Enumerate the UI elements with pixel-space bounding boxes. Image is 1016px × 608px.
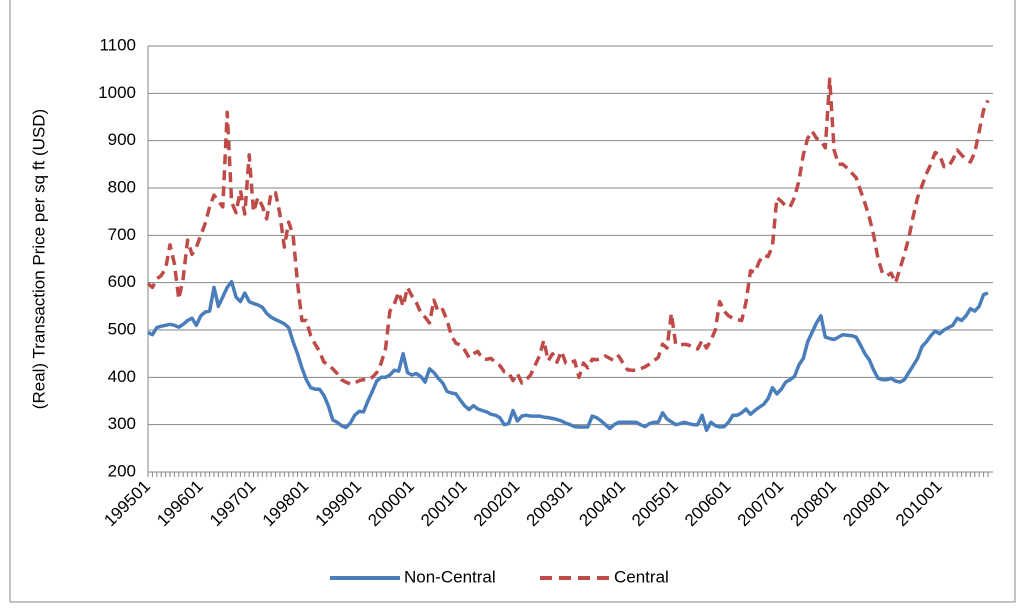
y-tick-label: 200: [108, 461, 136, 480]
y-tick-label: 1100: [99, 35, 136, 54]
x-tick-label: 199501: [100, 477, 154, 531]
y-axis-title: (Real) Transaction Price per sq ft (USD): [29, 109, 48, 409]
chart-frame: [9, 0, 1016, 603]
y-tick-label: 700: [108, 225, 136, 244]
x-tick-label: 200901: [839, 477, 893, 531]
x-tick-label: 200401: [575, 477, 629, 531]
series-line: [146, 77, 990, 386]
series-line: [147, 279, 989, 433]
x-tick-label: 200001: [364, 477, 418, 531]
x-tick-label: 199701: [206, 477, 260, 531]
x-tick-label: 200201: [470, 477, 524, 531]
y-tick-label: 900: [108, 130, 136, 149]
y-tick-label: 300: [108, 414, 136, 433]
y-tick-label: 1000: [98, 83, 136, 102]
y-tick-label: 500: [108, 319, 136, 338]
x-tick-label: 200801: [787, 477, 841, 531]
x-tick-label: 199901: [312, 477, 366, 531]
x-tick-label: 199601: [153, 477, 207, 531]
x-tick-label: 201001: [892, 477, 946, 531]
x-tick-label: 200501: [628, 477, 682, 531]
x-tick-label: 200301: [523, 477, 577, 531]
x-tick-label: 200701: [734, 477, 788, 531]
x-tick-label: 200101: [417, 477, 471, 531]
y-tick-label: 600: [108, 272, 136, 291]
legend-label: Non-Central: [404, 567, 496, 586]
y-tick-label: 800: [108, 177, 136, 196]
y-tick-label: 400: [108, 367, 136, 386]
x-tick-label: 200601: [681, 477, 735, 531]
legend-label: Central: [614, 567, 669, 586]
x-tick-label: 199801: [259, 477, 313, 531]
